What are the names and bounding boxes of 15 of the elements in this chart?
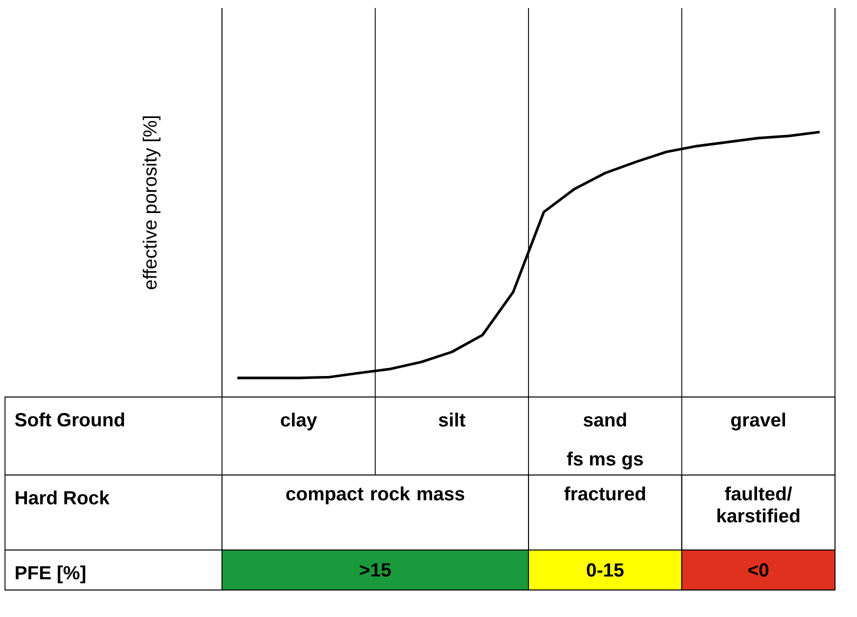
text: fs ms gs: [566, 452, 643, 470]
text: Hard Rock: [16, 490, 110, 504]
text: faulted/ karstified: [717, 486, 800, 522]
x-tick-label: silt: [438, 412, 466, 427]
text: <0: [748, 563, 768, 577]
x-tick-label: gravel: [731, 412, 786, 430]
text: 0-15: [586, 563, 624, 577]
x-tick-label: clay: [280, 412, 318, 430]
text: Soft Ground: [15, 412, 124, 426]
text: >15: [360, 563, 391, 577]
y-axis-title: effective porosity [%]: [142, 116, 160, 290]
text: PFE [%]: [16, 566, 86, 584]
x-tick-label: sand: [584, 412, 626, 427]
text: compact rock mass: [286, 486, 464, 504]
text: fractured: [564, 486, 646, 500]
